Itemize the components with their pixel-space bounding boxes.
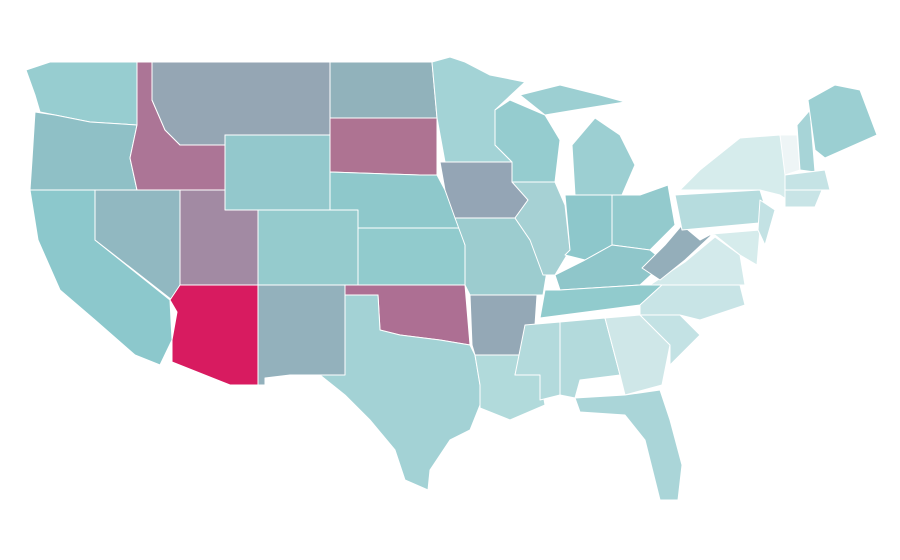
state: [257, 209, 359, 286]
state: [699, 229, 761, 266]
state: [224, 134, 331, 211]
state: [784, 169, 831, 191]
state: [329, 61, 438, 119]
state: [574, 389, 683, 501]
state: [29, 111, 138, 191]
state: [807, 84, 878, 159]
state: [329, 117, 438, 176]
state: [519, 84, 626, 116]
state: [641, 224, 716, 281]
state: [649, 236, 746, 286]
state: [757, 199, 776, 246]
state: [511, 181, 571, 276]
state: [357, 227, 466, 286]
state: [151, 61, 331, 146]
state: [289, 294, 481, 491]
states: [25, 56, 878, 501]
state: [257, 284, 346, 386]
state: [784, 189, 823, 208]
